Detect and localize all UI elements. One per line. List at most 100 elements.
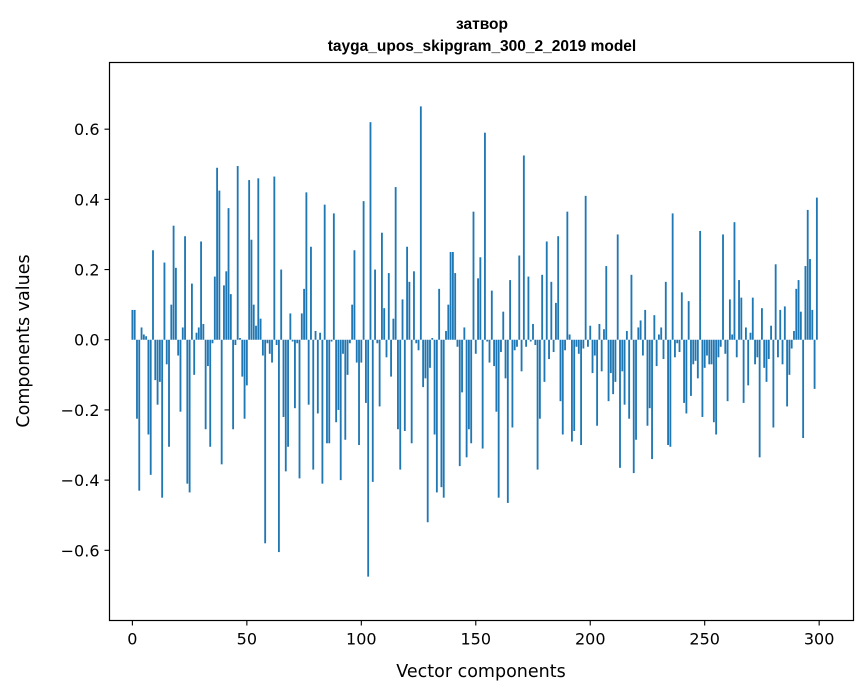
bar (328, 339, 331, 444)
bar (470, 339, 473, 444)
bar (271, 339, 273, 363)
bar (756, 339, 759, 358)
bar (239, 337, 241, 340)
bar (525, 339, 528, 347)
bar (511, 339, 514, 428)
bar (731, 334, 734, 340)
bar (355, 339, 358, 363)
bar (655, 339, 658, 367)
bar (632, 339, 635, 474)
bar (145, 336, 148, 340)
bar (696, 339, 699, 379)
bar (573, 339, 576, 431)
bar (605, 266, 608, 340)
bar (367, 339, 370, 577)
bar (667, 339, 669, 446)
bar (170, 304, 173, 340)
bar (204, 339, 207, 430)
bar (534, 339, 537, 346)
bar (680, 292, 683, 340)
bar (609, 339, 612, 374)
bar (344, 339, 347, 440)
bar (397, 339, 399, 430)
bar (584, 195, 587, 340)
y-tick-label: −0.6 (61, 541, 100, 560)
bar (738, 280, 740, 340)
bar (307, 339, 310, 405)
bar (250, 239, 253, 340)
bar (799, 311, 802, 340)
bar (378, 339, 381, 407)
bar (761, 308, 763, 340)
bar (342, 339, 344, 354)
bar (220, 339, 223, 465)
bar (152, 250, 154, 340)
bar (131, 309, 134, 340)
bar (506, 339, 509, 503)
bar (660, 327, 663, 340)
bar (493, 339, 496, 367)
bar (209, 339, 212, 447)
bar (392, 318, 395, 340)
bar (136, 339, 138, 419)
bar (319, 332, 322, 340)
bar (500, 339, 502, 353)
bar (358, 339, 360, 446)
bar (557, 236, 560, 340)
bar (554, 302, 557, 340)
bar (699, 230, 702, 340)
bar (186, 339, 189, 484)
bar (442, 339, 445, 498)
bar (477, 278, 479, 340)
bar (362, 201, 365, 340)
bar (580, 339, 582, 446)
bar (211, 339, 214, 344)
bar (703, 339, 706, 368)
bar (781, 339, 784, 365)
bar (740, 297, 743, 340)
bar (266, 339, 269, 344)
plot-area-frame (108, 61, 855, 622)
bar (419, 106, 422, 340)
bar (566, 211, 569, 340)
bar (593, 339, 596, 356)
bar (467, 339, 470, 430)
bar (234, 339, 237, 346)
x-tick-label: 100 (346, 630, 377, 649)
bar (548, 339, 550, 360)
bar (788, 339, 791, 375)
bar (735, 339, 738, 358)
bar (410, 339, 413, 444)
bar (335, 339, 338, 423)
bar (172, 225, 175, 340)
bar (312, 339, 315, 470)
bar (577, 339, 580, 354)
bar (300, 313, 303, 340)
bar (424, 339, 427, 379)
bar (252, 304, 255, 340)
bar (422, 339, 425, 388)
bar (241, 339, 244, 377)
bar (413, 271, 415, 340)
bar (621, 339, 624, 372)
bar (177, 339, 180, 356)
bar (376, 339, 379, 344)
bar (518, 255, 521, 340)
bar-series (131, 106, 818, 577)
bar (474, 339, 477, 354)
bar (479, 257, 482, 340)
bar (502, 311, 505, 340)
bar (275, 339, 278, 346)
bar (337, 339, 340, 410)
bar (305, 192, 308, 340)
bar (529, 339, 532, 342)
bar (229, 294, 232, 340)
bar (701, 339, 704, 417)
bar (257, 178, 260, 340)
bar (390, 339, 392, 377)
bar (687, 301, 690, 340)
x-tick-label: 150 (461, 630, 492, 649)
bar (589, 325, 592, 340)
bar (571, 339, 573, 442)
bar (142, 334, 145, 340)
